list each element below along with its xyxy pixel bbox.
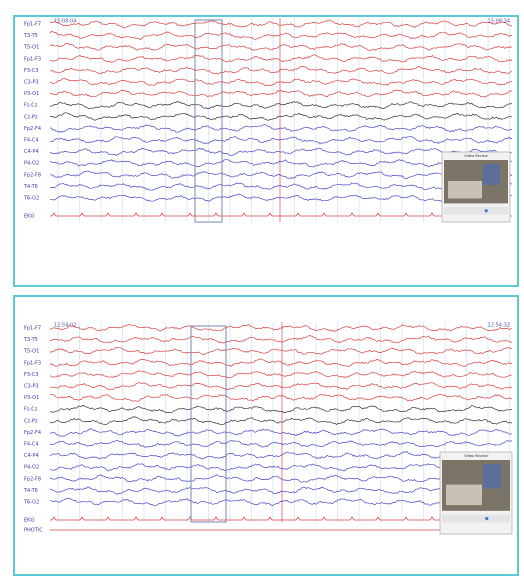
channel-label: T4-T6: [23, 184, 38, 190]
video-bed: [446, 485, 482, 506]
channel-label: P3-O1: [24, 91, 39, 97]
video-controls: [442, 514, 510, 522]
eeg-trace: [50, 347, 512, 354]
play-button: [485, 209, 488, 212]
channel-label: F4-C4: [24, 442, 39, 448]
eeg-trace: [50, 336, 512, 344]
end-time: 12:54:32: [488, 323, 510, 329]
channel-label: T3-T5: [23, 337, 38, 343]
channel-label: P4-O2: [24, 161, 39, 167]
eeg-trace: [50, 66, 512, 74]
channel-label: C3-P3: [24, 384, 39, 390]
eeg-trace: [50, 90, 512, 97]
eeg-trace: [50, 55, 512, 63]
channel-label: C4-P4: [24, 149, 39, 155]
channel-label: Fz-Cz: [24, 103, 38, 109]
eeg-trace: [50, 440, 512, 447]
channel-label: T5-O1: [23, 349, 39, 355]
channel-label: Cz-Pz: [24, 114, 38, 120]
video-monitor: [483, 164, 500, 185]
channel-label: EKG: [24, 214, 34, 220]
channel-label: Fp2-F4: [24, 430, 41, 436]
channel-label: Fp1-F3: [24, 56, 41, 62]
eeg-trace: [50, 429, 512, 436]
play-button: [485, 517, 488, 520]
channel-label: EKG: [24, 518, 34, 524]
channel-label: PHOTIC: [24, 528, 43, 534]
channel-label: Fz-Cz: [24, 407, 38, 413]
eeg-trace: [50, 43, 512, 50]
channel-label: Fp1-F7: [24, 22, 41, 28]
channel-label: T3-T5: [23, 33, 38, 39]
channel-label: C4-P4: [24, 453, 39, 459]
eeg-trace: [50, 359, 512, 367]
channel-label: Fp1-F7: [24, 326, 41, 332]
eeg-trace: [50, 125, 512, 133]
channel-label: T6-O2: [23, 196, 39, 202]
eeg-trace: [50, 394, 512, 401]
eeg-trace: [50, 113, 512, 121]
channel-label: Fp2-F8: [24, 172, 41, 178]
channel-label: Fp2-F4: [24, 126, 41, 132]
channel-label: P3-O1: [24, 395, 39, 401]
eeg-trace: [50, 324, 512, 331]
start-time: 12:54:02: [54, 323, 76, 329]
video-title: Video Review: [464, 154, 488, 158]
eeg-screenshot: 15:08:0415:08:34Fp1-F7T3-T5T5-O1Fp1-F3F3…: [0, 0, 524, 579]
eeg-trace: [50, 371, 512, 378]
channel-label: F4-C4: [24, 138, 39, 144]
eeg-trace: [50, 31, 512, 39]
channel-label: F3-C3: [24, 372, 39, 378]
eeg-trace: [50, 20, 512, 28]
eeg-trace: [50, 383, 512, 390]
eeg-trace: [50, 405, 512, 413]
channel-label: Cz-Pz: [24, 418, 38, 424]
video-bed: [448, 181, 482, 199]
channel-label: T4-T6: [23, 488, 38, 494]
start-time: 15:08:04: [54, 19, 76, 25]
video-monitor: [483, 464, 501, 489]
channel-label: P4-O2: [24, 465, 39, 471]
eeg-trace: [50, 417, 512, 425]
channel-label: F3-C3: [24, 68, 39, 74]
channel-label: T6-O2: [23, 500, 39, 506]
eeg-trace: [50, 101, 512, 108]
channel-label: Fp1-F3: [24, 360, 41, 366]
channel-label: Fp2-F8: [24, 476, 41, 482]
video-controls: [444, 207, 508, 215]
eeg-trace: [50, 137, 512, 145]
channel-label: T5-O1: [23, 45, 39, 51]
eeg-trace: [50, 78, 512, 85]
video-title: Video Review: [464, 454, 488, 458]
channel-label: C3-P3: [24, 80, 39, 86]
